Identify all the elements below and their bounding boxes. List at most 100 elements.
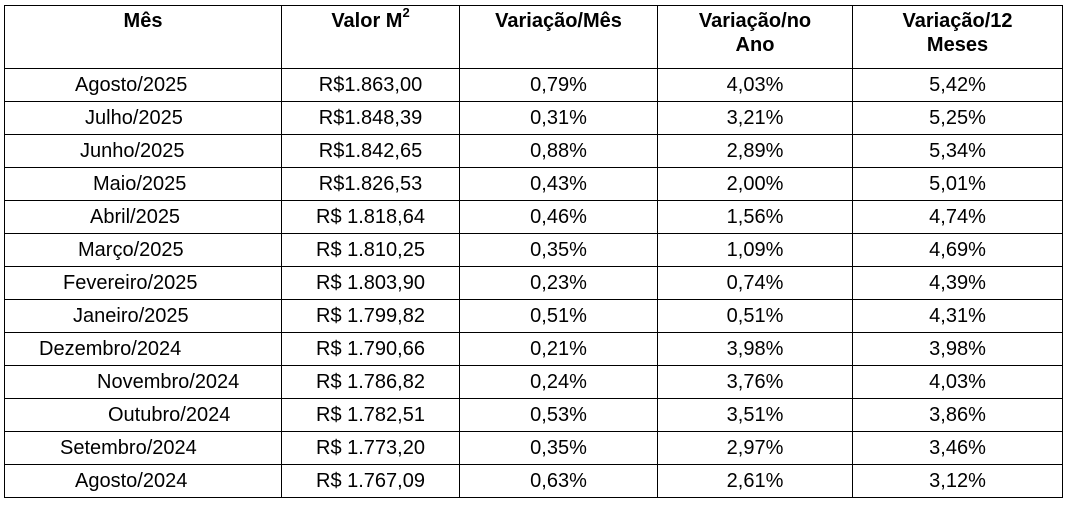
table-row: Junho/2025 R$1.842,65 0,88% 2,89% 5,34% bbox=[4, 134, 1063, 168]
cell-month: Setembro/2024 bbox=[4, 431, 282, 465]
cell-variation-12-months-text: 4,74% bbox=[929, 206, 986, 228]
cell-variation-month: 0,23% bbox=[459, 266, 658, 300]
table-row: Abril/2025 R$ 1.818,64 0,46% 1,56% 4,74% bbox=[4, 200, 1063, 234]
cell-variation-month-text: 0,24% bbox=[530, 371, 587, 393]
cell-variation-year: 2,97% bbox=[657, 431, 853, 465]
cell-value: R$ 1.799,82 bbox=[281, 299, 460, 333]
cell-variation-12-months: 4,39% bbox=[852, 266, 1063, 300]
cell-month-text: Fevereiro/2025 bbox=[63, 272, 198, 294]
cell-variation-year: 3,76% bbox=[657, 365, 853, 399]
cell-value: R$ 1.818,64 bbox=[281, 200, 460, 234]
cell-month: Agosto/2024 bbox=[4, 464, 282, 498]
table-row: Agosto/2024 R$ 1.767,09 0,63% 2,61% 3,12% bbox=[4, 464, 1063, 498]
cell-variation-12-months: 3,12% bbox=[852, 464, 1063, 498]
cell-value: R$1.842,65 bbox=[281, 134, 460, 168]
cell-month: Fevereiro/2025 bbox=[4, 266, 282, 300]
cell-variation-12-months-text: 5,25% bbox=[929, 107, 986, 129]
cell-value: R$ 1.767,09 bbox=[281, 464, 460, 498]
cell-value-text: R$1.848,39 bbox=[318, 107, 423, 129]
cell-month: Junho/2025 bbox=[4, 134, 282, 168]
cell-variation-month: 0,88% bbox=[459, 134, 658, 168]
header-variation-month: Variação/Mês bbox=[459, 5, 658, 69]
cell-variation-year-text: 0,74% bbox=[726, 272, 784, 294]
header-variation-year: Variação/no Ano bbox=[657, 5, 853, 69]
cell-variation-12-months-text: 3,12% bbox=[929, 470, 986, 492]
cell-variation-year: 2,00% bbox=[657, 167, 853, 201]
table-row: Maio/2025 R$1.826,53 0,43% 2,00% 5,01% bbox=[4, 167, 1063, 201]
table-body: Agosto/2025 R$1.863,00 0,79% 4,03% 5,42% Julh… bbox=[4, 68, 1063, 498]
cell-variation-year-text: 3,76% bbox=[726, 371, 784, 393]
cell-variation-month-text: 0,53% bbox=[530, 404, 587, 426]
table-row: Março/2025 R$ 1.810,25 0,35% 1,09% 4,69% bbox=[4, 233, 1063, 267]
cell-variation-year-text: 2,61% bbox=[726, 470, 784, 492]
cell-month-text: Janeiro/2025 bbox=[73, 305, 189, 327]
cell-variation-month: 0,79% bbox=[459, 68, 658, 102]
cell-variation-month: 0,53% bbox=[459, 398, 658, 432]
cell-variation-month: 0,51% bbox=[459, 299, 658, 333]
cell-value-text: R$ 1.818,64 bbox=[316, 206, 425, 228]
cell-variation-12-months: 3,86% bbox=[852, 398, 1063, 432]
cell-month: Janeiro/2025 bbox=[4, 299, 282, 333]
cell-variation-12-months: 4,69% bbox=[852, 233, 1063, 267]
cell-variation-12-months: 3,46% bbox=[852, 431, 1063, 465]
cell-value-text: R$ 1.782,51 bbox=[316, 404, 425, 426]
table-row: Dezembro/2024 R$ 1.790,66 0,21% 3,98% 3,98% bbox=[4, 332, 1063, 366]
cell-variation-12-months-text: 5,01% bbox=[929, 173, 986, 195]
cell-variation-year-text: 2,97% bbox=[726, 437, 784, 459]
cell-variation-month: 0,35% bbox=[459, 233, 658, 267]
cell-month-text: Março/2025 bbox=[78, 239, 184, 261]
cell-value-text: R$ 1.786,82 bbox=[316, 371, 425, 393]
cell-variation-12-months: 5,34% bbox=[852, 134, 1063, 168]
table-row: Fevereiro/2025 R$ 1.803,90 0,23% 0,74% 4,39% bbox=[4, 266, 1063, 300]
cell-variation-year-text: 4,03% bbox=[726, 74, 784, 96]
cell-value-text: R$ 1.767,09 bbox=[316, 470, 425, 492]
cell-month: Março/2025 bbox=[4, 233, 282, 267]
header-variation-12-months: Variação/12 Meses bbox=[852, 5, 1063, 69]
cell-variation-12-months-text: 4,39% bbox=[929, 272, 986, 294]
cell-variation-year-text: 3,98% bbox=[726, 338, 784, 360]
cell-variation-year-text: 1,56% bbox=[726, 206, 784, 228]
table-row: Agosto/2025 R$1.863,00 0,79% 4,03% 5,42% bbox=[4, 68, 1063, 102]
cell-variation-year: 0,51% bbox=[657, 299, 853, 333]
cell-variation-12-months-text: 4,03% bbox=[929, 371, 986, 393]
cell-value-text: R$1.863,00 bbox=[318, 74, 423, 96]
cell-variation-12-months: 3,98% bbox=[852, 332, 1063, 366]
cell-variation-year: 2,89% bbox=[657, 134, 853, 168]
cell-value-text: R$1.842,65 bbox=[318, 140, 423, 162]
cell-variation-month-text: 0,46% bbox=[530, 206, 587, 228]
cell-variation-month-text: 0,43% bbox=[530, 173, 587, 195]
cell-variation-month-text: 0,79% bbox=[530, 74, 587, 96]
cell-month-text: Abril/2025 bbox=[90, 206, 181, 228]
cell-variation-year: 3,51% bbox=[657, 398, 853, 432]
cell-variation-month-text: 0,21% bbox=[530, 338, 587, 360]
cell-variation-month: 0,31% bbox=[459, 101, 658, 135]
table-row: Novembro/2024 R$ 1.786,82 0,24% 3,76% 4,03% bbox=[4, 365, 1063, 399]
cell-variation-year: 1,56% bbox=[657, 200, 853, 234]
header-row: Mês Valor M2 Variação/Mês Variação/no An… bbox=[4, 5, 1063, 69]
cell-variation-12-months: 5,25% bbox=[852, 101, 1063, 135]
cell-month: Julho/2025 bbox=[4, 101, 282, 135]
table-container: Mês Valor M2 Variação/Mês Variação/no An… bbox=[4, 5, 1063, 498]
cell-month-text: Outubro/2024 bbox=[108, 404, 231, 426]
cell-variation-12-months-text: 5,34% bbox=[929, 140, 986, 162]
cell-variation-12-months: 4,03% bbox=[852, 365, 1063, 399]
cell-value: R$ 1.782,51 bbox=[281, 398, 460, 432]
cell-variation-month-text: 0,23% bbox=[530, 272, 587, 294]
header-value-superscript: 2 bbox=[402, 5, 410, 21]
cell-variation-year: 4,03% bbox=[657, 68, 853, 102]
cell-variation-year-text: 2,89% bbox=[726, 140, 784, 162]
cell-variation-year: 2,61% bbox=[657, 464, 853, 498]
cell-value: R$ 1.803,90 bbox=[281, 266, 460, 300]
cell-variation-month-text: 0,63% bbox=[530, 470, 587, 492]
cell-variation-month: 0,21% bbox=[459, 332, 658, 366]
header-month: Mês bbox=[4, 5, 282, 69]
cell-month: Outubro/2024 bbox=[4, 398, 282, 432]
header-value: Valor M2 bbox=[281, 5, 460, 69]
cell-value-text: R$ 1.810,25 bbox=[316, 239, 425, 261]
cell-value-text: R$1.826,53 bbox=[318, 173, 423, 195]
cell-value: R$1.848,39 bbox=[281, 101, 460, 135]
cell-month: Maio/2025 bbox=[4, 167, 282, 201]
cell-variation-year-text: 0,51% bbox=[726, 305, 784, 327]
cell-month-text: Dezembro/2024 bbox=[39, 338, 182, 360]
cell-value: R$1.863,00 bbox=[281, 68, 460, 102]
